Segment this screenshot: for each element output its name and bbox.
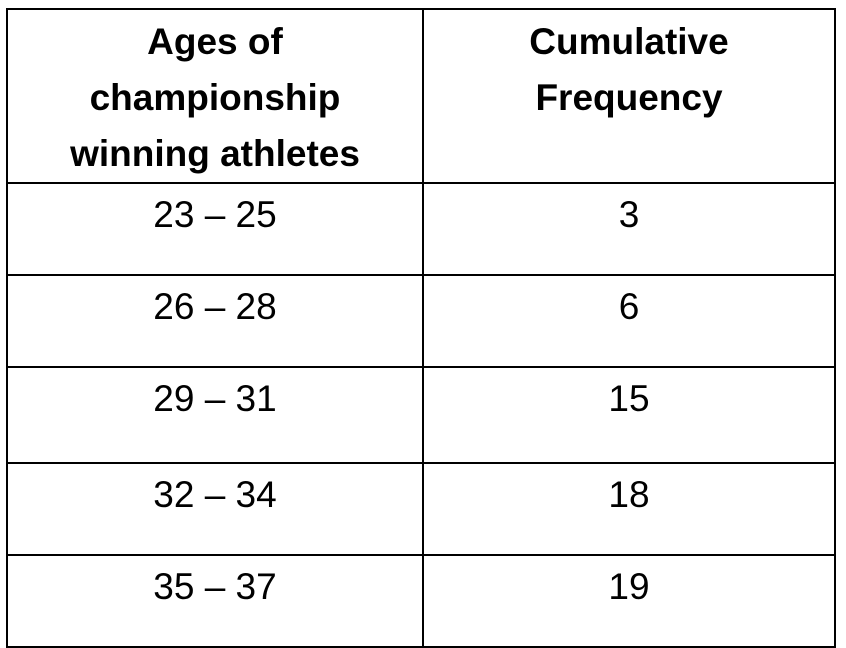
table-row: 32 – 34 18 bbox=[6, 462, 836, 556]
cumulative-frequency-cell: 6 bbox=[422, 274, 836, 368]
cumulative-frequency-cell: 18 bbox=[422, 462, 836, 556]
age-range-cell: 23 – 25 bbox=[6, 182, 424, 276]
header-cumulative-frequency: Cumulative Frequency bbox=[422, 8, 836, 184]
header-ages-line-1: Ages of bbox=[147, 21, 283, 62]
header-cumulative-line-2: Frequency bbox=[535, 77, 723, 118]
age-range-cell: 32 – 34 bbox=[6, 462, 424, 556]
age-range-cell: 35 – 37 bbox=[6, 554, 424, 648]
header-ages-line-2: championship bbox=[89, 77, 341, 118]
age-range-cell: 26 – 28 bbox=[6, 274, 424, 368]
table-row: 23 – 25 3 bbox=[6, 182, 836, 276]
table-row: 29 – 31 15 bbox=[6, 366, 836, 464]
cumulative-frequency-table-container: Ages of championship winning athletes Cu… bbox=[6, 8, 836, 648]
table-header-row: Ages of championship winning athletes Cu… bbox=[6, 8, 836, 184]
cumulative-frequency-cell: 15 bbox=[422, 366, 836, 464]
cumulative-frequency-table: Ages of championship winning athletes Cu… bbox=[6, 8, 836, 648]
header-ages-line-3: winning athletes bbox=[70, 133, 360, 174]
table-row: 26 – 28 6 bbox=[6, 274, 836, 368]
cumulative-frequency-cell: 3 bbox=[422, 182, 836, 276]
age-range-cell: 29 – 31 bbox=[6, 366, 424, 464]
cumulative-frequency-cell: 19 bbox=[422, 554, 836, 648]
header-ages: Ages of championship winning athletes bbox=[6, 8, 424, 184]
table-row: 35 – 37 19 bbox=[6, 554, 836, 648]
header-cumulative-line-1: Cumulative bbox=[529, 21, 729, 62]
